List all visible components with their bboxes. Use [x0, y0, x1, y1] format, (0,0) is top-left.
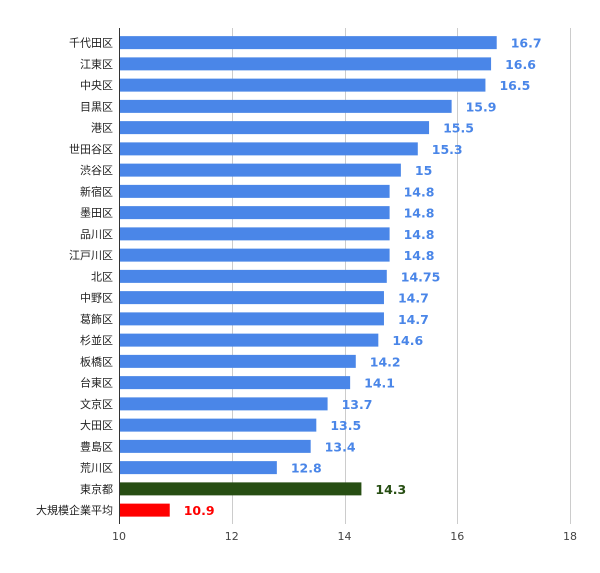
bar	[120, 439, 311, 453]
bar	[120, 397, 328, 411]
data-label: 14.6	[392, 333, 423, 348]
data-label: 12.8	[291, 461, 322, 476]
x-tick-label: 16	[450, 530, 464, 543]
bar	[120, 57, 492, 71]
bar	[120, 121, 430, 135]
x-tick-label: 12	[225, 530, 239, 543]
bars	[120, 36, 497, 517]
data-label: 14.3	[375, 482, 406, 497]
bar	[120, 503, 170, 517]
x-axis-ticks: 10 12 14 16 18	[112, 530, 577, 543]
category-label: 大田区	[80, 418, 113, 432]
bar	[120, 248, 390, 262]
data-label: 10.9	[184, 503, 215, 518]
category-label: 江東区	[80, 58, 113, 71]
bar	[120, 461, 277, 475]
data-label: 14.1	[364, 376, 395, 391]
category-label: 世田谷区	[69, 143, 113, 156]
category-label: 中野区	[80, 292, 113, 305]
data-label: 14.8	[404, 206, 435, 221]
bar	[120, 206, 390, 220]
category-label: 新宿区	[80, 184, 113, 198]
category-label: 渋谷区	[80, 164, 113, 177]
data-label: 14.7	[398, 312, 429, 327]
x-tick-label: 14	[338, 530, 352, 543]
bar	[120, 418, 317, 432]
category-label: 江戸川区	[69, 249, 113, 262]
bar	[120, 99, 452, 113]
bar	[120, 142, 418, 156]
bar	[120, 78, 486, 92]
data-label: 13.7	[342, 397, 373, 412]
data-label: 15	[415, 163, 432, 178]
bar	[120, 333, 379, 347]
bar	[120, 36, 497, 50]
bar	[120, 312, 384, 326]
bar	[120, 184, 390, 198]
bar	[120, 291, 384, 305]
data-labels: 16.7 16.6 16.515.9 15.5 15.315 14.8 14.8 14.8 14…	[184, 36, 542, 519]
category-label: 北区	[91, 270, 113, 283]
category-label: 荒川区	[80, 462, 113, 475]
data-label: 14.8	[404, 248, 435, 263]
category-label: 大規模企業平均	[36, 503, 113, 517]
x-tick-label: 18	[563, 530, 577, 543]
category-label: 港区	[91, 122, 113, 135]
category-label: 豊島区	[80, 439, 113, 453]
category-label: 品川区	[80, 228, 113, 241]
bar	[120, 482, 362, 496]
category-label: 板橋区	[80, 354, 113, 368]
category-label: 東京都	[80, 482, 113, 496]
data-label: 16.7	[511, 36, 542, 51]
data-label: 15.9	[466, 99, 497, 114]
category-label: 台東区	[80, 376, 113, 390]
data-label: 13.4	[325, 439, 356, 454]
category-label: 千代田区	[69, 37, 113, 50]
data-label: 16.5	[499, 78, 530, 93]
bar	[120, 376, 351, 390]
data-label: 14.8	[404, 227, 435, 242]
data-label: 13.5	[330, 418, 361, 433]
category-labels: 千代田区江東区中央区目黒区港区世田谷区渋谷区新宿区墨田区品川区江戸川区北区中野区…	[36, 37, 113, 518]
category-label: 目黒区	[80, 100, 113, 113]
category-label: 中央区	[80, 79, 113, 92]
data-label: 14.8	[404, 184, 435, 199]
data-label: 15.3	[432, 142, 463, 157]
category-label: 杉並区	[80, 333, 113, 347]
bar	[120, 354, 356, 368]
data-label: 14.2	[370, 354, 401, 369]
data-label: 15.5	[443, 121, 474, 136]
bar	[120, 163, 401, 177]
bar	[120, 227, 390, 241]
category-label: 墨田区	[80, 207, 113, 220]
data-label: 14.7	[398, 291, 429, 306]
bar	[120, 269, 387, 283]
data-label: 14.75	[401, 269, 441, 284]
data-label: 16.6	[505, 57, 536, 72]
x-tick-label: 10	[112, 530, 126, 543]
category-label: 文京区	[80, 397, 113, 411]
category-label: 葛飾区	[80, 313, 113, 326]
